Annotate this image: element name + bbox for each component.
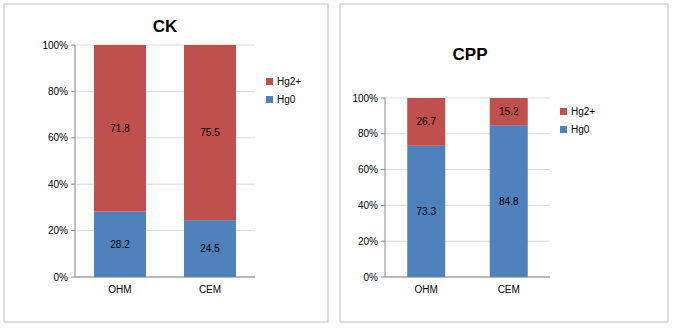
legend-swatch: [266, 96, 273, 103]
data-label: 84.8: [499, 196, 519, 207]
bar-segment: [184, 220, 236, 277]
y-tick: [71, 230, 75, 231]
bar-segment: [490, 125, 528, 277]
legend: Hg2+ Hg0: [266, 76, 301, 105]
legend-swatch: [266, 78, 273, 85]
legend-label: Hg2+: [571, 106, 595, 117]
panel-frame: [340, 4, 668, 322]
y-tick: [381, 277, 385, 278]
legend-swatch: [560, 108, 567, 115]
x-tick-label: CEM: [498, 284, 520, 295]
data-label: 75.5: [200, 127, 220, 138]
data-labels: 28.2 24.5 71.8 75.5: [110, 123, 220, 254]
bars: [94, 45, 236, 277]
bar-segment: [490, 98, 528, 125]
y-tick: [381, 133, 385, 134]
legend-label: Hg2+: [277, 76, 301, 87]
y-tick: [71, 184, 75, 185]
data-label: 15.2: [499, 106, 519, 117]
y-tick-label: 20%: [48, 225, 68, 236]
legend-label: Hg0: [277, 94, 296, 105]
bar-segment: [94, 45, 146, 212]
bar-segment: [407, 146, 445, 277]
legend-label: Hg0: [571, 124, 590, 135]
y-tick: [381, 241, 385, 242]
legend-swatch: [560, 126, 567, 133]
data-labels: 73.3 84.8 26.7 15.2: [417, 106, 519, 217]
bars: [407, 98, 528, 277]
y-tick: [71, 91, 75, 92]
y-tick-label: 0%: [364, 272, 379, 283]
chart-title: CK: [153, 17, 178, 36]
y-tick-label: 60%: [358, 164, 378, 175]
data-label: 73.3: [417, 206, 437, 217]
y-tick: [381, 169, 385, 170]
y-axis: [385, 98, 386, 277]
y-tick-label: 0%: [54, 272, 69, 283]
y-tick: [71, 137, 75, 138]
x-tick-label: CEM: [199, 284, 221, 295]
legend: Hg2+ Hg0: [560, 106, 595, 135]
data-label: 26.7: [417, 116, 437, 127]
data-label: 24.5: [200, 243, 220, 254]
y-tick-label: 100%: [352, 93, 378, 104]
y-tick-label: 40%: [48, 179, 68, 190]
y-tick: [381, 98, 385, 99]
y-tick: [71, 277, 75, 278]
bar-segment: [407, 98, 445, 146]
y-tick: [381, 205, 385, 206]
y-tick-label: 80%: [358, 128, 378, 139]
y-tick-label: 80%: [48, 86, 68, 97]
data-label: 28.2: [110, 239, 130, 250]
y-axis: [75, 45, 76, 277]
y-tick: [71, 45, 75, 46]
y-tick-label: 40%: [358, 200, 378, 211]
chart-title: CPP: [453, 45, 488, 64]
y-tick-label: 60%: [48, 132, 68, 143]
panel-frame: [4, 4, 328, 322]
figure: CK 0% 20% 40% 60% 80% 100% 28.2 24.5 71.8 75.5 OHM C…: [0, 0, 673, 329]
x-tick-label: OHM: [108, 284, 131, 295]
y-tick-label: 20%: [358, 236, 378, 247]
x-tick-label: OHM: [415, 284, 438, 295]
bar-segment: [94, 212, 146, 277]
y-tick-label: 100%: [42, 40, 68, 51]
data-label: 71.8: [110, 123, 130, 134]
bar-segment: [184, 45, 236, 220]
